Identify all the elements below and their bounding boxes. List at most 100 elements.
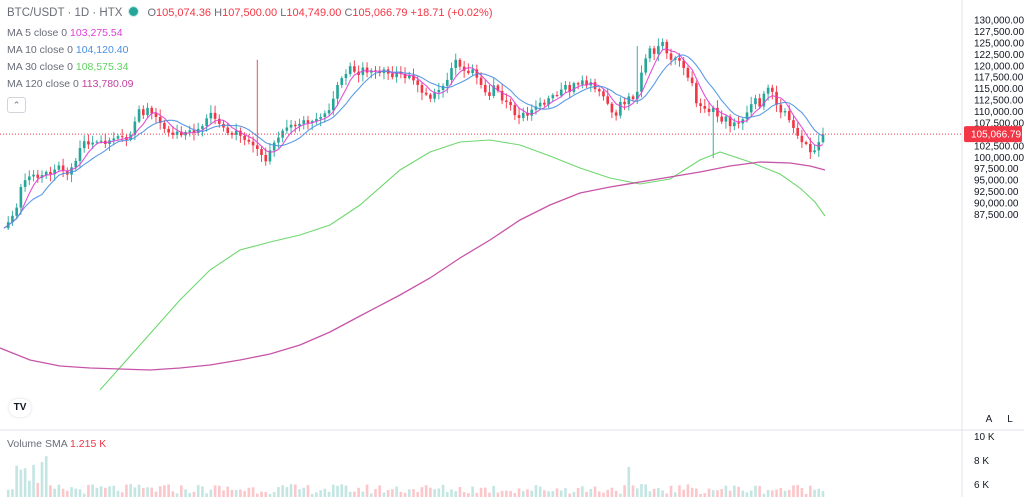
tradingview-logo[interactable]: TV — [9, 399, 31, 417]
y-tick-label: 115,000.00 — [974, 84, 1024, 95]
candle-body — [293, 124, 297, 127]
volume-bar — [771, 490, 774, 497]
volume-bar — [745, 492, 749, 497]
candle-body — [289, 124, 293, 128]
candle-body — [150, 107, 154, 114]
volume-bar — [158, 486, 162, 497]
high-value: 107,500.00 — [222, 7, 278, 19]
volume-tick-label: 8 K — [974, 456, 989, 467]
volume-bar — [255, 493, 259, 497]
volume-bar — [809, 485, 812, 497]
candle-body — [652, 48, 656, 54]
volume-bar — [475, 492, 479, 497]
volume-bar — [407, 489, 411, 497]
volume-bar — [310, 493, 314, 497]
volume-bar — [293, 484, 297, 497]
candle-body — [623, 101, 626, 105]
candle-body — [19, 186, 23, 208]
candle-body — [327, 110, 331, 114]
volume-bar — [226, 486, 230, 497]
volume-bar — [517, 488, 521, 497]
volume-bar — [137, 484, 141, 497]
candle-body — [49, 171, 52, 175]
volume-bar — [57, 484, 61, 497]
volume-bar — [403, 492, 407, 497]
volume-bar — [365, 484, 369, 497]
chevron-up-icon[interactable]: ⌃ — [7, 97, 26, 113]
candle-body — [602, 91, 605, 97]
volume-bar — [209, 489, 213, 497]
volume-bar — [213, 485, 217, 497]
candle-body — [344, 73, 348, 79]
y-tick-label: 97,500.00 — [974, 164, 1019, 175]
candle-body — [158, 116, 162, 123]
candle-body — [36, 174, 40, 178]
log-scale-button[interactable]: L — [1007, 414, 1013, 425]
volume-bar — [95, 487, 99, 497]
volume-bar — [534, 485, 538, 497]
candle-body — [631, 96, 635, 100]
candle-body — [213, 112, 217, 119]
volume-bar — [462, 491, 466, 497]
volume-bar — [500, 490, 504, 497]
volume-bar — [395, 486, 398, 497]
ma30-value: 108,575.34 — [75, 61, 129, 73]
ma5-legend[interactable]: MA 5 close 0 103,275.54 — [7, 27, 123, 40]
candle-body — [87, 141, 90, 145]
volume-bar — [635, 488, 639, 497]
live-dot-icon — [128, 6, 140, 17]
candle-body — [809, 143, 812, 153]
ma10-value: 104,120.40 — [75, 44, 129, 56]
volume-bar — [737, 486, 740, 497]
volume-bar — [543, 490, 546, 497]
volume-bar — [441, 484, 445, 497]
candle-body — [496, 85, 500, 91]
volume-legend[interactable]: Volume SMA 1.215 K — [7, 438, 106, 450]
volume-bar — [222, 490, 225, 497]
volume-bar — [640, 484, 643, 497]
candle-body — [391, 73, 394, 78]
volume-bar — [585, 491, 588, 497]
volume-value: 1.215 K — [70, 438, 107, 450]
volume-bar — [374, 489, 377, 497]
volume-bar — [163, 485, 166, 497]
candle-body — [217, 118, 221, 124]
volume-bar — [154, 491, 158, 497]
candle-body — [44, 171, 48, 176]
volume-bar — [61, 488, 65, 497]
candle-body — [682, 60, 685, 69]
ma30-legend[interactable]: MA 30 close 0 108,575.34 — [7, 61, 128, 74]
candle-body — [821, 134, 825, 143]
candle-body — [99, 140, 103, 142]
volume-bar — [268, 493, 272, 497]
volume-bar — [496, 492, 500, 497]
ma120-legend[interactable]: MA 120 close 0 113,780.09 — [7, 78, 134, 91]
volume-bar — [728, 490, 732, 497]
volume-bar — [682, 489, 685, 497]
candle-body — [272, 142, 276, 151]
volume-bar — [627, 466, 631, 497]
candle-body — [137, 109, 141, 122]
volume-bar — [505, 490, 508, 497]
volume-bar — [521, 491, 525, 497]
volume-bar — [378, 485, 382, 497]
volume-bar — [184, 489, 187, 497]
volume-bar — [412, 489, 415, 497]
symbol-label[interactable]: BTC/USDT · 1D · HTX — [7, 7, 123, 19]
ma120-line — [0, 161, 826, 371]
candle-body — [661, 41, 664, 47]
candle-body — [665, 41, 669, 54]
volume-bar — [576, 487, 580, 497]
auto-scale-button[interactable]: A — [985, 414, 993, 425]
candle-body — [766, 87, 770, 94]
candle-body — [733, 122, 736, 127]
ma10-legend[interactable]: MA 10 close 0 104,120.40 — [7, 44, 128, 57]
ma120-label: MA 120 close 0 — [7, 78, 79, 90]
volume-bar — [70, 487, 73, 497]
volume-bar — [192, 491, 196, 497]
y-tick-label: 120,000.00 — [974, 61, 1024, 72]
candle-body — [234, 130, 238, 135]
volume-bar — [614, 490, 618, 497]
y-tick-label: 125,000.00 — [974, 38, 1024, 49]
